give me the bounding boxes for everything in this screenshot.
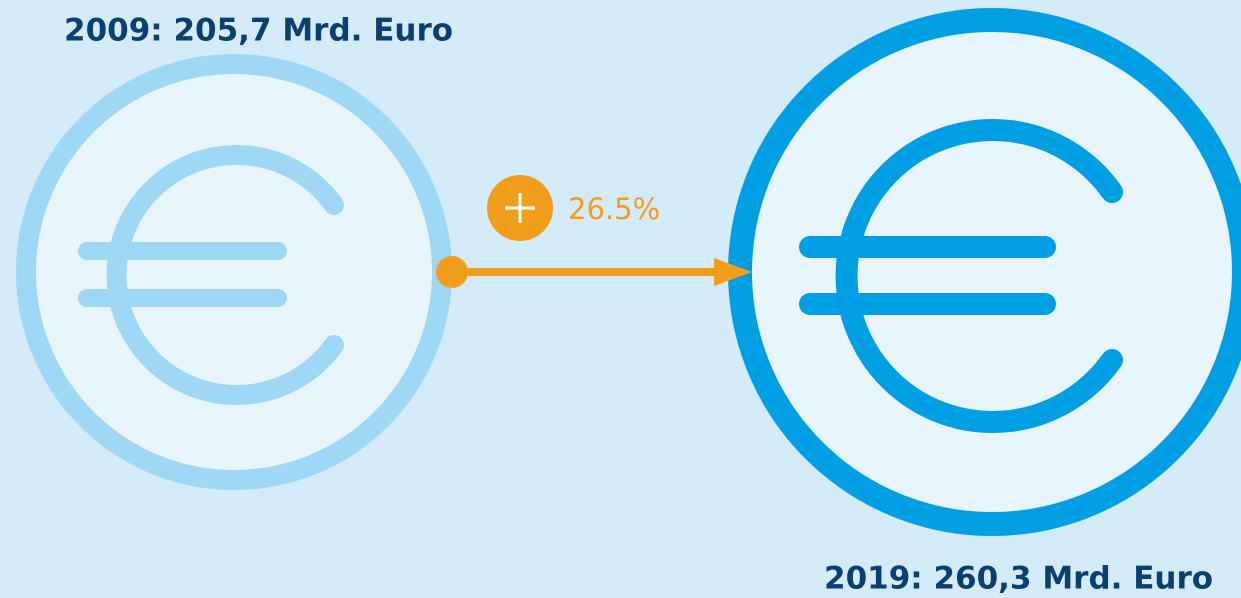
coin-ring — [728, 8, 1241, 536]
growth-arrow — [436, 256, 752, 288]
coin-ring — [16, 54, 452, 490]
change-label: 26.5% — [568, 192, 660, 226]
coin-label: 2009: 205,7 Mrd. Euro — [64, 13, 453, 49]
arrow-head — [714, 258, 752, 286]
euro-arc — [835, 119, 1123, 433]
coin-2009 — [16, 54, 452, 490]
coin-2019 — [728, 8, 1241, 536]
euro-arc — [106, 145, 344, 405]
plus-badge — [487, 175, 553, 241]
coin-label: 2019: 260,3 Mrd. Euro — [824, 561, 1213, 597]
